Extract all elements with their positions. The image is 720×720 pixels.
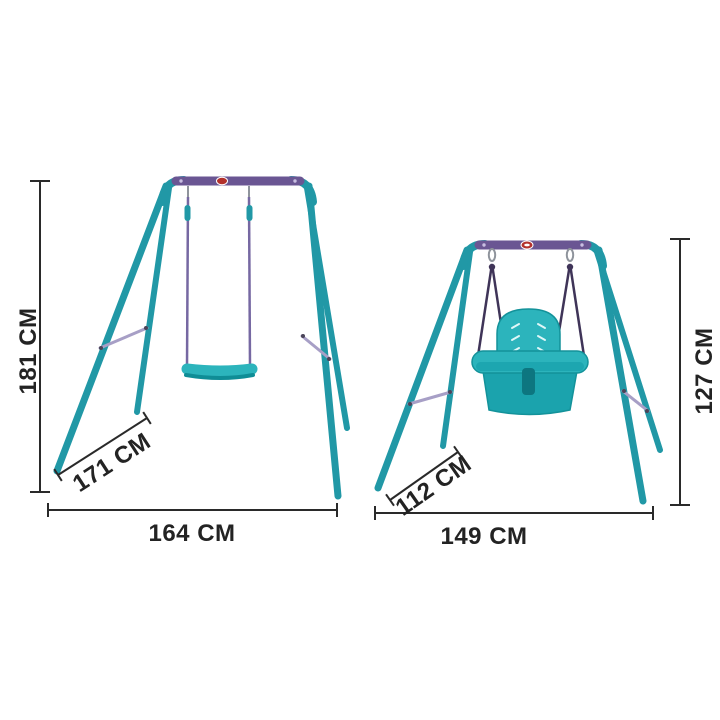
bar-cap-left: [482, 243, 486, 247]
frame: [374, 240, 663, 505]
depth-label: 171 CM: [68, 428, 156, 498]
rope-left-front: [476, 263, 494, 357]
rear-right-leg: [594, 249, 663, 453]
rope-sleeve-left: [184, 205, 191, 221]
front-left-leg: [53, 182, 170, 475]
brand-badge-icon: [216, 176, 228, 186]
flat-seat-shade: [184, 373, 255, 380]
braces: [98, 326, 332, 361]
depth-dim-tick-low: [385, 493, 395, 507]
dimension-annotations: [30, 180, 338, 517]
depth-dim-tick-high: [142, 411, 152, 425]
rope-left: [185, 196, 190, 368]
rope-sleeve-right: [246, 205, 253, 221]
dimension-annotations: [374, 238, 690, 520]
height-label: 181 CM: [15, 307, 42, 394]
rear-left-leg: [134, 185, 172, 415]
toddler-seat: [471, 308, 589, 416]
diagram-toddler-swing: 127 CM 112 CM 149 CM: [374, 238, 718, 550]
swing-seat-assembly: [181, 186, 258, 380]
right-brace: [300, 334, 332, 361]
brand-badge-center: [524, 243, 530, 247]
rope-knot-right: [566, 263, 574, 271]
width-label: 164 CM: [148, 520, 235, 547]
rear-right-leg: [304, 185, 350, 431]
left-brace: [98, 326, 149, 350]
frame: [53, 176, 350, 500]
depth-label: 112 CM: [391, 450, 477, 521]
right-brace: [621, 389, 650, 413]
bar-cap-right: [580, 243, 584, 247]
rope-right-front: [568, 263, 586, 357]
seat-strap: [522, 368, 535, 395]
rope-knot-left: [488, 263, 496, 271]
depth-dim-line: [389, 451, 459, 501]
front-left-leg: [374, 246, 471, 492]
carabiner-right-icon: [565, 248, 575, 262]
braces: [407, 389, 650, 413]
flat-seat: [181, 363, 258, 377]
brace-clamps: [408, 389, 649, 413]
front-right-leg: [595, 246, 647, 505]
depth-dim-tick-high: [453, 445, 463, 459]
bar-cap-right: [293, 179, 297, 183]
depth-dim-tick-low: [53, 468, 63, 482]
width-label: 149 CM: [440, 523, 527, 550]
height-label: 127 CM: [691, 327, 718, 414]
bar-cap-left: [179, 179, 183, 183]
seat-guard-front: [476, 362, 584, 371]
depth-dim-line: [57, 417, 148, 476]
diagram-single-swing: 181 CM 171 CM 164 CM: [15, 176, 350, 547]
left-brace: [407, 390, 453, 406]
carabiner-left-icon: [487, 248, 497, 262]
rear-left-leg: [440, 249, 473, 449]
brace-clamps: [99, 326, 331, 361]
rope-right: [247, 196, 252, 368]
